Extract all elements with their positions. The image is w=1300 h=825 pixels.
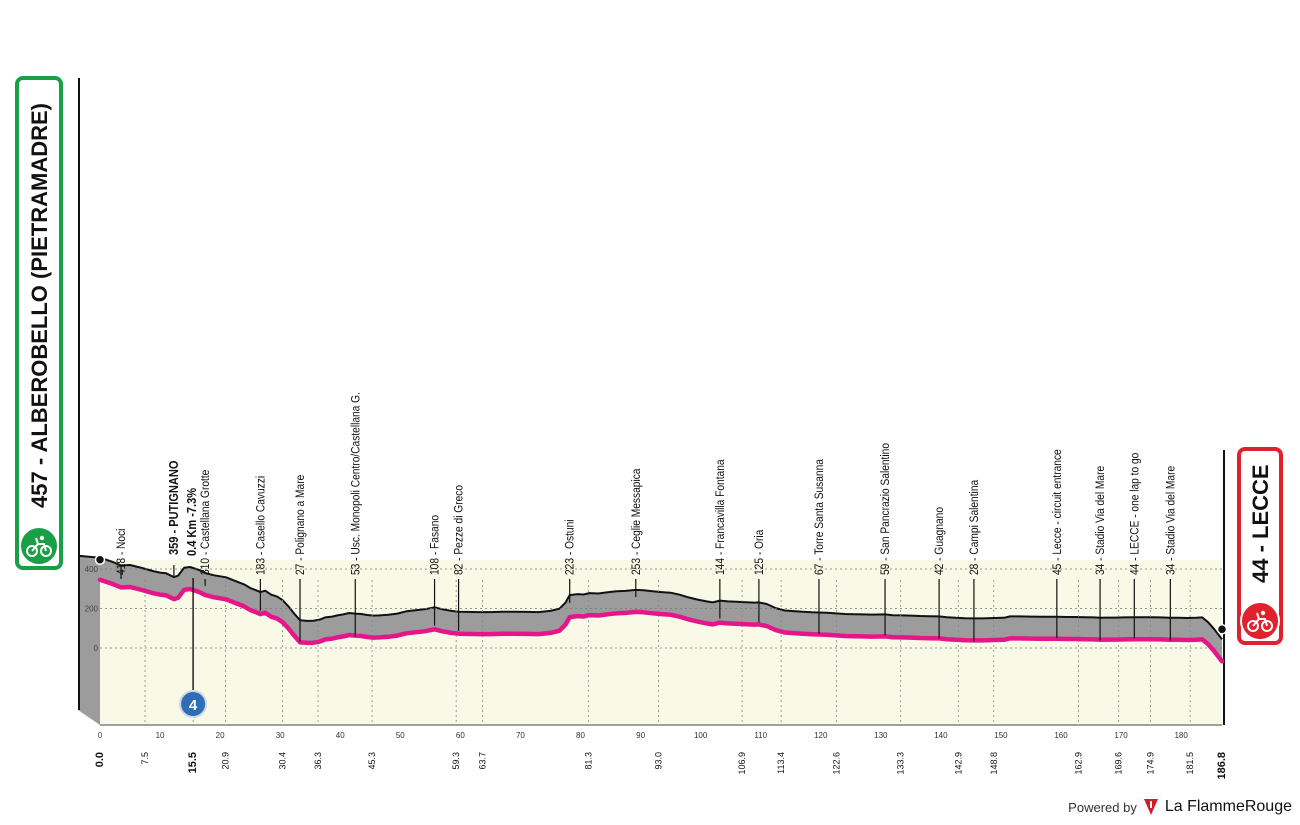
km-label: 7.5: [140, 752, 150, 765]
terrain-layer: [77, 78, 1225, 726]
waypoint-label: 59 - San Pancrazio Salentino: [879, 443, 892, 575]
y-tick-label: 0: [94, 644, 99, 653]
finish-badge: 44 - LECCE: [1237, 447, 1283, 645]
terrain-ridge-line: [77, 554, 1223, 640]
x-tick-label: 30: [276, 731, 285, 740]
waypoint-label: 144 - Francavilla Fontana: [714, 459, 727, 575]
x-tick-label: 170: [1114, 731, 1128, 740]
x-tick-label: 20: [216, 731, 225, 740]
waypoint-label: 53 - Usc. Monopoli Centro/Castellana G.: [350, 392, 363, 575]
cyclist-icon: [19, 526, 59, 566]
waypoint-label: 34 - Stadio Via del Mare: [1165, 466, 1178, 575]
finish-title: 44 - LECCE: [1248, 464, 1273, 583]
km-label: 0.0: [94, 752, 106, 767]
gridlines: 0 200 400: [85, 565, 1222, 725]
waypoint-label: 67 - Torre Santa Susanna: [813, 458, 826, 575]
km-label: 15.5: [187, 752, 199, 773]
x-tick-label: 60: [456, 731, 465, 740]
y-tick-label: 400: [85, 565, 99, 574]
valley-fill: [100, 579, 1222, 725]
waypoint-label: 418 - Noci: [115, 529, 128, 575]
climb-category-icon: [179, 690, 208, 718]
km-label: 59.3: [451, 752, 461, 770]
km-label: 142.9: [953, 752, 963, 775]
brand-footer: Powered by La FlammeRouge: [1068, 797, 1292, 817]
waypoint-label: 44 - LECCE - one lap to go: [1129, 453, 1142, 575]
y-tick-label: 200: [85, 605, 99, 614]
x-tick-label: 180: [1174, 731, 1188, 740]
waypoint-label: 108 - Fasano: [429, 515, 442, 575]
flame-logo-icon: [1143, 799, 1158, 815]
start-badge-frame: [15, 76, 63, 570]
x-tick-label: 140: [934, 731, 948, 740]
x-tick-label: 160: [1054, 731, 1068, 740]
x-tick-label: 40: [336, 731, 345, 740]
route-line: [97, 577, 1225, 664]
km-label: 93.0: [654, 752, 664, 770]
waypoint-label: 42 - Guagnano: [933, 507, 946, 575]
x-tick-label: 0: [98, 731, 103, 740]
x-tick-label: 70: [516, 731, 525, 740]
x-tick-label: 10: [156, 731, 165, 740]
x-tick-label: 50: [396, 731, 405, 740]
km-label: 106.9: [737, 752, 747, 775]
x-tick-label: 90: [636, 731, 645, 740]
km-label: 30.4: [278, 752, 288, 770]
km-label: 162.9: [1073, 752, 1083, 775]
brand-name: La FlammeRouge: [1164, 798, 1292, 815]
waypoint-label: 223 - Ostuni: [564, 519, 577, 575]
x-tick-label: 80: [576, 731, 585, 740]
km-label: 133.3: [896, 752, 906, 775]
start-finish-badges: 457 - ALBEROBELLO (PIETRAMADRE) 44 - LECC…: [15, 76, 1283, 645]
km-label: 45.3: [367, 752, 377, 770]
waypoint-label: 34 - Stadio Via del Mare: [1094, 466, 1107, 575]
waypoint-labels: 418 - Noci 359 - PUTIGNANO 310 - Castellan…: [115, 392, 1178, 718]
km-label: 169.6: [1114, 752, 1124, 775]
x-tick-label: 150: [994, 731, 1008, 740]
waypoint-label: 359 - PUTIGNANO: [166, 461, 181, 555]
km-label: 20.9: [221, 752, 231, 770]
climb-category-value: 4: [189, 697, 198, 714]
x-tick-label: 130: [874, 731, 888, 740]
km-label: 186.8: [1216, 752, 1228, 780]
x-tick-label: 110: [754, 731, 767, 740]
cyclist-figure-icon: [1247, 610, 1273, 632]
km-label: 148.8: [989, 752, 999, 775]
waypoint-label: 253 - Ceglie Messapica: [630, 468, 643, 575]
powered-by-text: Powered by: [1068, 799, 1137, 815]
start-title: 457 - ALBEROBELLO (PIETRAMADRE): [27, 103, 52, 508]
start-badge: 457 - ALBEROBELLO (PIETRAMADRE): [15, 76, 63, 570]
waypoint-label: 45 - Lecce - circuit entrance: [1051, 449, 1064, 575]
finish-dot: [1216, 624, 1228, 635]
waypoint-label: 310 - Castellana Grotte: [199, 470, 212, 575]
km-label: 122.6: [831, 752, 841, 775]
km-label: 63.7: [478, 752, 488, 770]
route-layer: [94, 554, 1228, 664]
waypoint-label: 125 - Oria: [753, 529, 766, 575]
terrain-area: [78, 555, 1222, 725]
waypoint-label: 27 - Polignano a Mare: [294, 475, 307, 575]
cyclist-figure-icon: [26, 535, 52, 557]
waypoint-label: 82 - Pezze di Greco: [453, 485, 466, 575]
x-axis: 0 10 20 30 40 50 60 70 80 90 100 110 120 130 140 150 160…: [94, 731, 1228, 780]
km-label: 181.5: [1185, 752, 1195, 775]
x-tick-label: 100: [694, 731, 708, 740]
km-label: 81.3: [583, 752, 593, 770]
waypoint-label: 28 - Campi Salentina: [968, 479, 981, 575]
finish-badge-frame: [1237, 447, 1283, 645]
cyclist-icon: [1240, 601, 1280, 641]
waypoint-label: 183 - Casello Cavuzzi: [255, 476, 268, 575]
km-label: 113.4: [776, 752, 786, 774]
start-dot: [94, 554, 106, 565]
km-label: 36.3: [313, 752, 323, 770]
x-tick-label: 120: [814, 731, 828, 740]
climb-label: 0.4 Km -7.3%: [184, 488, 199, 556]
km-label: 174.9: [1146, 752, 1156, 775]
